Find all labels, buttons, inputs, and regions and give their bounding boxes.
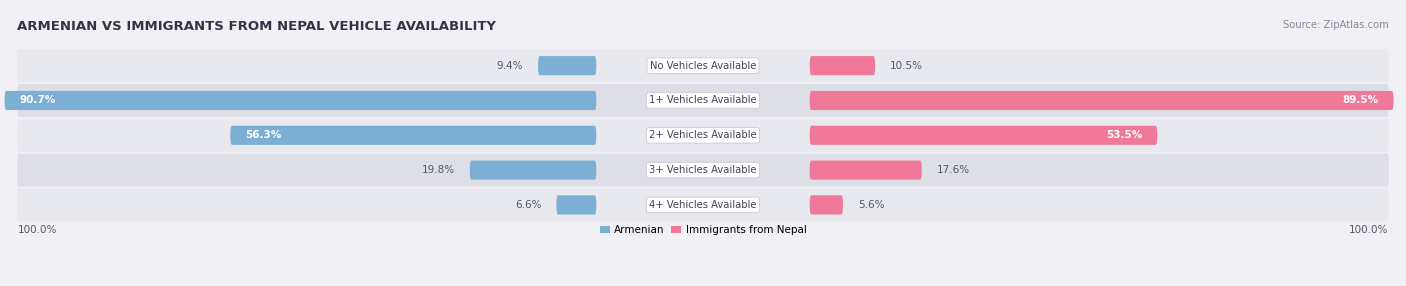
Text: 6.6%: 6.6%: [515, 200, 541, 210]
Text: 19.8%: 19.8%: [422, 165, 456, 175]
Text: 1+ Vehicles Available: 1+ Vehicles Available: [650, 96, 756, 106]
Text: No Vehicles Available: No Vehicles Available: [650, 61, 756, 71]
Text: 90.7%: 90.7%: [20, 96, 56, 106]
FancyBboxPatch shape: [470, 160, 596, 180]
Text: 2+ Vehicles Available: 2+ Vehicles Available: [650, 130, 756, 140]
FancyBboxPatch shape: [538, 56, 596, 75]
FancyBboxPatch shape: [810, 126, 1157, 145]
FancyBboxPatch shape: [810, 56, 875, 75]
FancyBboxPatch shape: [17, 84, 1389, 117]
FancyBboxPatch shape: [231, 126, 596, 145]
Text: Source: ZipAtlas.com: Source: ZipAtlas.com: [1284, 20, 1389, 30]
Text: 10.5%: 10.5%: [890, 61, 922, 71]
FancyBboxPatch shape: [17, 188, 1389, 221]
Legend: Armenian, Immigrants from Nepal: Armenian, Immigrants from Nepal: [595, 221, 811, 239]
Text: 4+ Vehicles Available: 4+ Vehicles Available: [650, 200, 756, 210]
FancyBboxPatch shape: [17, 119, 1389, 152]
FancyBboxPatch shape: [557, 195, 596, 214]
Text: 53.5%: 53.5%: [1107, 130, 1143, 140]
FancyBboxPatch shape: [17, 49, 1389, 82]
Text: 5.6%: 5.6%: [858, 200, 884, 210]
FancyBboxPatch shape: [810, 195, 844, 214]
FancyBboxPatch shape: [4, 91, 596, 110]
Text: 3+ Vehicles Available: 3+ Vehicles Available: [650, 165, 756, 175]
Text: 89.5%: 89.5%: [1343, 96, 1379, 106]
FancyBboxPatch shape: [810, 91, 1393, 110]
FancyBboxPatch shape: [810, 160, 922, 180]
Text: ARMENIAN VS IMMIGRANTS FROM NEPAL VEHICLE AVAILABILITY: ARMENIAN VS IMMIGRANTS FROM NEPAL VEHICL…: [17, 20, 496, 33]
Text: 100.0%: 100.0%: [17, 225, 56, 235]
Text: 17.6%: 17.6%: [936, 165, 970, 175]
Text: 100.0%: 100.0%: [1350, 225, 1389, 235]
Text: 56.3%: 56.3%: [245, 130, 281, 140]
FancyBboxPatch shape: [17, 154, 1389, 187]
Text: 9.4%: 9.4%: [496, 61, 523, 71]
